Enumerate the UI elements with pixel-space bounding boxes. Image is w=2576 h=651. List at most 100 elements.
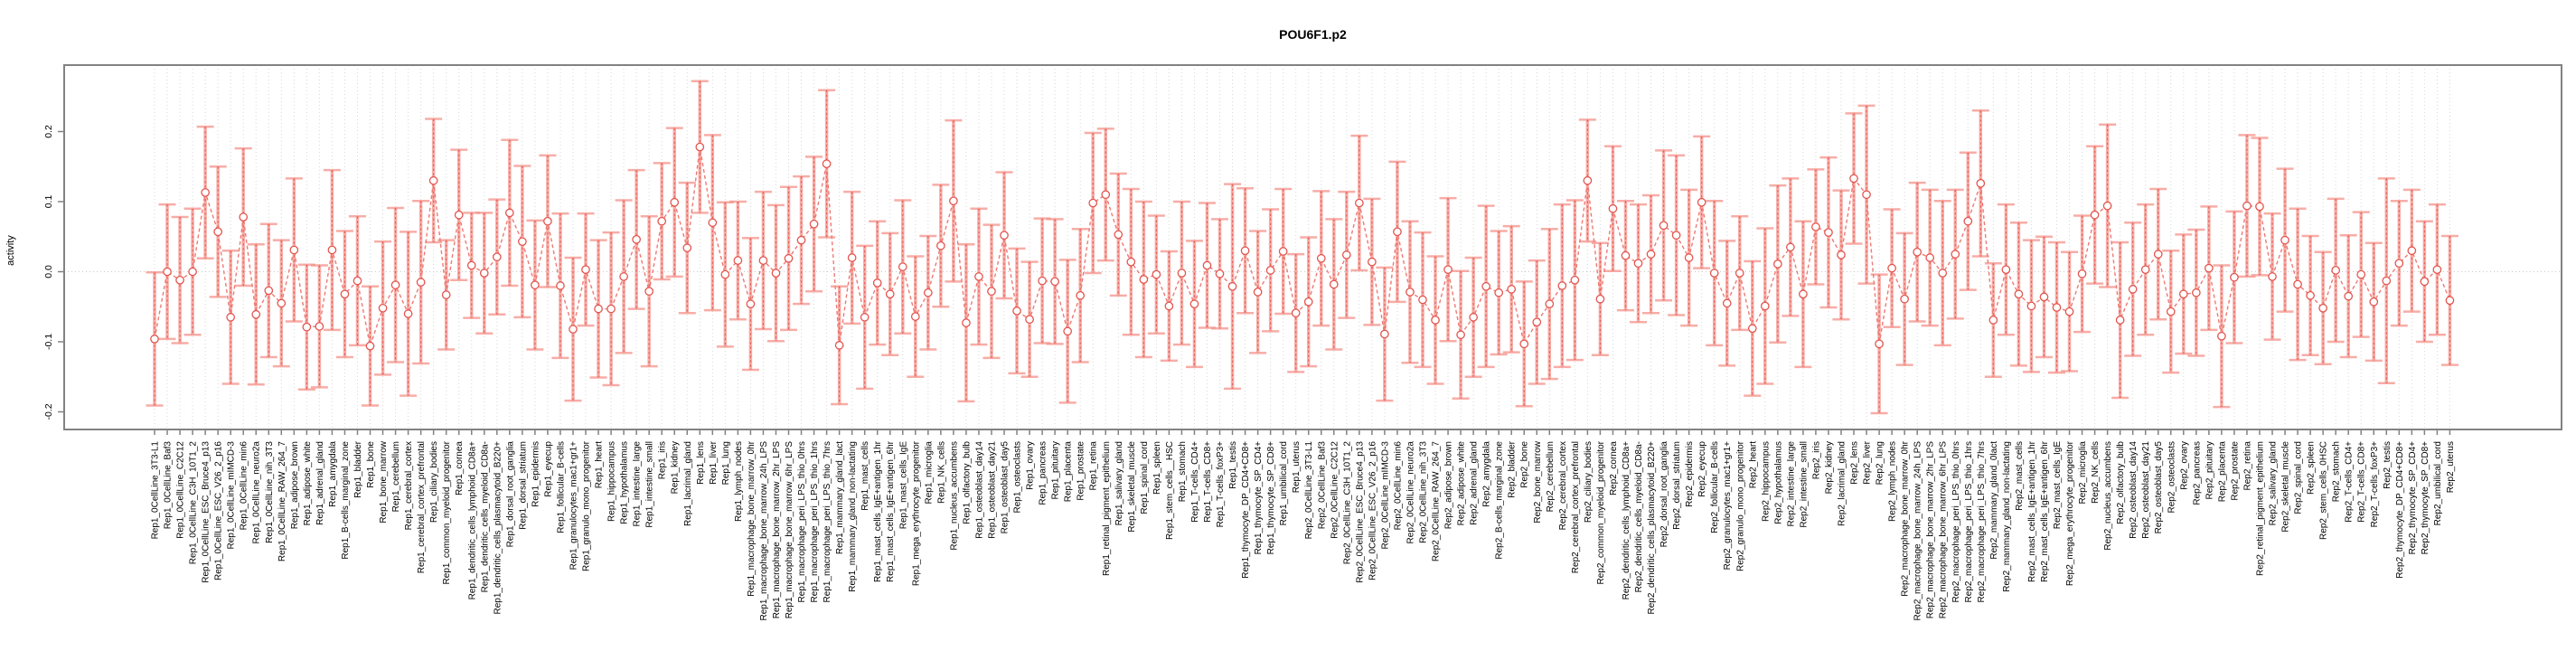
- x-tick-label: Rep1_cerebral_cortex: [404, 441, 414, 530]
- data-point: [1025, 315, 1034, 325]
- data-point: [1253, 288, 1263, 297]
- data-point: [2026, 301, 2036, 311]
- x-tick-label: Rep2_macrophage_peri_LPS_thio_7hrs: [1977, 441, 1987, 602]
- data-point: [923, 288, 933, 297]
- x-tick-label: Rep1_granulocytes_mac1+gr1+: [569, 441, 578, 570]
- x-tick-label: Rep1_0CellLine_RAW_264_7: [277, 441, 287, 561]
- data-point: [365, 341, 375, 351]
- x-tick-label: Rep1_0CellLine_3T3-L1: [151, 441, 161, 540]
- x-tick-label: Rep2_cerebral_cortex_prefrontal: [1571, 441, 1581, 573]
- data-point: [1240, 246, 1250, 256]
- x-tick-label: Rep2_amygdala: [1482, 441, 1492, 507]
- x-tick-label: Rep1_mast_cells_IgE+antigen_1hr: [873, 440, 883, 582]
- x-tick-label: Rep1_retina: [1089, 441, 1099, 491]
- x-tick-label: Rep1_NK_cells: [936, 441, 946, 504]
- data-point: [1988, 316, 1998, 325]
- x-tick-label: Rep2_mammary_gland_0lact: [1989, 441, 1999, 560]
- data-point: [1227, 281, 1237, 291]
- x-tick-label: Rep1_osteoclasts: [1013, 441, 1023, 514]
- data-point: [809, 219, 819, 229]
- y-tick-label: -0.1: [43, 334, 54, 350]
- data-point: [466, 260, 476, 270]
- data-point: [1380, 329, 1389, 339]
- x-tick-label: Rep2_0CellLine_mIMCD-3: [1380, 441, 1390, 550]
- data-point: [531, 280, 540, 290]
- data-point: [2102, 201, 2112, 211]
- x-tick-label: Rep1_hippocampus: [607, 441, 617, 522]
- data-point: [1393, 227, 1402, 237]
- x-tick-label: Rep1_osteoblast_day14: [974, 441, 984, 539]
- data-point: [569, 325, 578, 334]
- x-tick-label: Rep2_testis: [2383, 441, 2393, 489]
- x-tick-label: Rep2_dendritic_cells_plasmacytoid_B220+: [1647, 441, 1657, 615]
- data-point: [2242, 201, 2252, 211]
- data-point: [2382, 276, 2392, 286]
- x-tick-label: Rep1_microglia: [924, 441, 934, 505]
- data-point: [872, 278, 882, 288]
- data-point: [1633, 259, 1643, 269]
- data-point: [226, 313, 236, 322]
- data-point: [1900, 294, 1909, 304]
- x-tick-label: Rep1_dendritic_cells_plasmacytoid_B220+: [493, 441, 503, 615]
- data-point: [1722, 298, 1732, 308]
- data-point: [2280, 235, 2289, 245]
- data-point: [594, 304, 603, 314]
- data-point: [2001, 265, 2011, 275]
- x-tick-label: Rep1_thymocyte_SP_CD4+: [1254, 441, 1264, 555]
- x-tick-label: Rep1_macrophage_peri_LPS_thio_0hrs: [797, 441, 807, 602]
- data-point: [1772, 259, 1782, 269]
- data-point: [632, 234, 641, 244]
- x-tick-label: Rep1_0CellLine_C3H_10T1_2: [189, 441, 199, 565]
- data-point: [327, 245, 337, 255]
- x-tick-label: Rep1_spleen: [1152, 441, 1162, 495]
- data-point: [1152, 269, 1161, 279]
- x-tick-label: Rep1_mast_cells: [860, 441, 870, 511]
- data-point: [860, 313, 870, 322]
- data-point: [1938, 269, 1948, 278]
- data-point: [251, 309, 261, 319]
- data-point: [1215, 269, 1225, 278]
- data-point: [1012, 307, 1021, 316]
- x-tick-label: Rep1_mast_cells_IgE: [898, 441, 908, 530]
- data-point: [1063, 326, 1073, 336]
- data-point: [2064, 307, 2074, 316]
- x-tick-label: Rep2_bone_marrow: [1533, 440, 1543, 523]
- x-tick-label: Rep1_retinal_pigment_epithelium: [1102, 441, 1112, 576]
- data-point: [2166, 307, 2176, 316]
- data-point: [822, 159, 832, 168]
- x-tick-label: Rep2_eyecup: [1697, 441, 1707, 497]
- data-point: [315, 322, 324, 331]
- x-tick-label: Rep1_lung: [721, 441, 731, 485]
- x-tick-label: Rep1_T-cells_foxP3+: [1216, 441, 1226, 527]
- x-tick-label: Rep1_intestine_small: [645, 441, 655, 528]
- data-point: [1050, 277, 1059, 287]
- x-tick-label: Rep1_macrophage_bone_marrow_2hr_LPS: [772, 441, 782, 619]
- data-point: [2014, 289, 2024, 299]
- x-tick-label: Rep2_bladder: [1508, 440, 1518, 497]
- x-tick-label: Rep1_salivary_gland: [1114, 441, 1124, 525]
- data-point: [2293, 279, 2302, 289]
- x-tick-label: Rep2_hippocampus: [1761, 441, 1771, 522]
- data-point: [277, 298, 287, 308]
- x-tick-label: Rep1_T-cells_CD4+: [1190, 441, 1200, 523]
- data-point: [1101, 190, 1111, 200]
- data-point: [670, 197, 680, 207]
- x-tick-label: Rep2_epidermis: [1685, 441, 1695, 507]
- x-tick-label: Rep2_lacrimal_gland: [1837, 441, 1847, 526]
- x-tick-label: Rep2_lung: [1876, 441, 1885, 485]
- x-tick-label: Rep1_iris: [658, 441, 668, 479]
- data-point: [1811, 222, 1820, 231]
- x-tick-label: Rep1_bone: [366, 441, 376, 488]
- x-tick-label: Rep2_osteoclasts: [2167, 441, 2176, 514]
- data-point: [1341, 250, 1351, 259]
- x-tick-label: Rep1_skeletal_muscle: [1127, 441, 1137, 533]
- data-point: [1608, 203, 1618, 213]
- y-tick-label: 0.1: [43, 195, 54, 209]
- data-point: [416, 278, 426, 287]
- data-point: [771, 269, 781, 278]
- data-point: [340, 289, 350, 299]
- x-tick-label: Rep1_thymocyte_DP_CD4+CD8+: [1241, 441, 1251, 579]
- x-tick-label: Rep2_macrophage_bone_marrow_0hr: [1901, 440, 1911, 596]
- x-tick-label: Rep2_osteoblast_day21: [2141, 441, 2151, 539]
- data-point: [2217, 331, 2226, 341]
